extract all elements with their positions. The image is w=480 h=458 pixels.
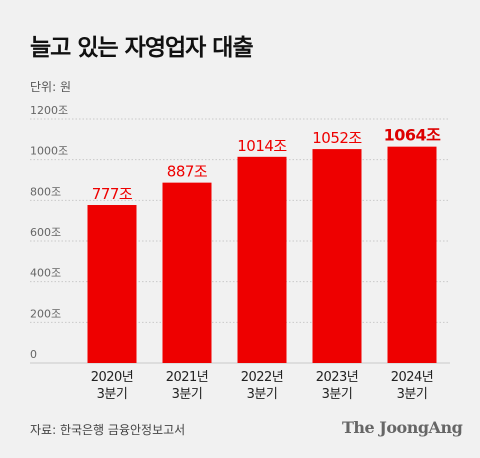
bar-value-label: 777조: [92, 185, 133, 203]
bar-value-label: 887조: [167, 163, 208, 181]
y-tick-label: 800조: [30, 185, 61, 198]
bars: [87, 146, 437, 363]
x-category-label: 2022년: [241, 370, 284, 385]
x-category-label: 3분기: [322, 387, 353, 402]
x-category-label: 3분기: [397, 387, 428, 402]
chart-title: 늘고 있는 자영업자 대출: [30, 35, 254, 61]
bar: [312, 149, 362, 363]
bar: [87, 205, 137, 363]
publisher-logo: The JoongAng: [342, 418, 463, 437]
x-category-label: 2023년: [316, 370, 359, 385]
y-tick-label: 600조: [30, 226, 61, 239]
y-tick-label: 1200조: [30, 104, 68, 117]
x-category-label: 3분기: [247, 387, 278, 402]
bar-value-label: 1014조: [237, 137, 287, 155]
bar-value-label: 1052조: [312, 129, 362, 147]
value-labels: 777조 887조 1014조 1052조 1064조: [92, 126, 442, 203]
category-labels: 2020년 3분기 2021년 3분기 2022년 3분기 2023년 3분기 2024년 3분기: [91, 370, 434, 402]
unit-label: 단위: 원: [30, 80, 71, 94]
x-category-label: 2021년: [166, 370, 209, 385]
x-category-label: 2020년: [91, 370, 134, 385]
source-note: 자료: 한국은행 금융안정보고서: [30, 423, 186, 437]
y-tick-label: 1000조: [30, 145, 68, 158]
x-category-label: 2024년: [391, 370, 434, 385]
y-tick-label: 200조: [30, 307, 61, 320]
bar: [162, 182, 212, 363]
y-tick-label: 0: [30, 348, 37, 361]
y-tick-label: 400조: [30, 267, 61, 280]
x-category-label: 3분기: [172, 387, 203, 402]
bar-value-label: 1064조: [384, 126, 442, 145]
x-category-label: 3분기: [97, 387, 128, 402]
bar: [387, 146, 437, 363]
bar: [237, 156, 287, 363]
